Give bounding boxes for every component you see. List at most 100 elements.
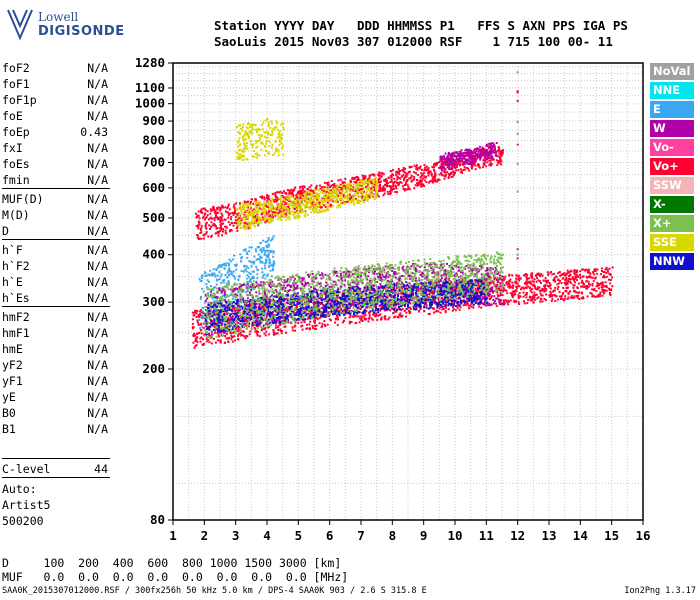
echo-point xyxy=(245,265,248,268)
echo-point xyxy=(244,138,247,140)
echo-point xyxy=(295,204,298,207)
echo-point xyxy=(354,269,357,272)
echo-point xyxy=(267,195,270,198)
echo-point xyxy=(330,196,333,199)
echo-point xyxy=(336,192,339,195)
echo-point xyxy=(498,152,501,155)
echo-point xyxy=(318,195,321,198)
echo-point xyxy=(530,272,533,275)
echo-point xyxy=(202,237,205,240)
echo-point xyxy=(282,126,285,129)
echo-point xyxy=(291,304,294,307)
echo-point xyxy=(317,188,320,191)
echo-point xyxy=(245,324,248,327)
echo-point xyxy=(287,205,290,208)
echo-point xyxy=(267,245,270,248)
echo-point xyxy=(227,280,230,283)
echo-point xyxy=(361,198,364,201)
echo-point xyxy=(386,183,389,186)
echo-point xyxy=(358,321,361,324)
echo-point xyxy=(247,225,250,228)
echo-point xyxy=(350,303,353,306)
echo-point xyxy=(459,168,462,171)
echo-point xyxy=(334,318,337,321)
echo-point xyxy=(248,333,251,336)
echo-point xyxy=(500,288,503,291)
echo-point xyxy=(235,151,238,154)
param-name: B0 xyxy=(2,406,16,420)
echo-point xyxy=(405,315,407,318)
echo-point xyxy=(301,187,304,190)
echo-point xyxy=(272,329,275,332)
echo-point xyxy=(501,279,504,282)
echo-point xyxy=(420,185,423,188)
echo-point xyxy=(276,198,279,201)
echo-point xyxy=(518,279,521,282)
echo-point xyxy=(351,273,354,276)
param-name: foF1 xyxy=(2,77,30,91)
echo-point xyxy=(275,208,278,211)
echo-point xyxy=(346,183,349,186)
echo-point xyxy=(297,321,300,324)
param-value: N/A xyxy=(87,192,108,206)
echo-point xyxy=(511,292,513,295)
echo-point xyxy=(209,309,212,312)
echo-point xyxy=(315,196,318,199)
echo-point xyxy=(216,278,218,281)
echo-point xyxy=(239,293,242,296)
echo-point xyxy=(532,294,535,297)
echo-point xyxy=(395,174,398,177)
echo-point xyxy=(457,296,460,299)
echo-point xyxy=(240,219,243,222)
echo-point xyxy=(423,305,426,307)
echo-point xyxy=(430,288,433,291)
x-tick-label: 10 xyxy=(447,528,462,543)
echo-point xyxy=(216,322,219,325)
echo-point xyxy=(247,206,250,209)
param-name: yF1 xyxy=(2,374,23,388)
echo-point xyxy=(245,201,248,204)
echo-point xyxy=(257,321,260,324)
echo-point xyxy=(566,297,569,300)
echo-point xyxy=(299,215,302,218)
echo-point xyxy=(436,163,438,166)
echo-point xyxy=(236,220,239,223)
echo-point xyxy=(194,309,197,312)
echo-point xyxy=(413,164,416,167)
echo-point xyxy=(234,219,237,222)
echo-point xyxy=(263,196,266,199)
echo-point xyxy=(420,286,423,288)
echo-point xyxy=(404,285,407,288)
echo-point xyxy=(421,177,424,180)
echo-point xyxy=(294,207,296,210)
echo-point xyxy=(444,307,447,309)
echo-point xyxy=(390,307,393,310)
echo-point xyxy=(516,282,519,285)
echo-point xyxy=(292,213,295,216)
echo-point xyxy=(443,177,446,180)
echo-point xyxy=(492,149,495,152)
echo-point xyxy=(361,320,364,322)
echo-point xyxy=(221,214,224,217)
echo-point xyxy=(389,170,392,173)
echo-point xyxy=(369,174,372,177)
echo-point xyxy=(508,273,511,276)
echo-point xyxy=(355,182,358,185)
echo-point xyxy=(506,301,509,304)
echo-point xyxy=(278,197,281,200)
echo-point xyxy=(322,191,325,194)
param-name: yE xyxy=(2,390,16,404)
echo-point xyxy=(361,196,364,199)
param-row: M(D) N/A xyxy=(2,207,110,223)
echo-point xyxy=(433,311,436,314)
echo-point xyxy=(349,313,352,316)
echo-point xyxy=(253,155,256,158)
echo-point xyxy=(424,176,427,179)
echo-point xyxy=(366,187,369,190)
echo-point xyxy=(430,291,433,294)
echo-point xyxy=(243,320,246,323)
x-tick-label: 9 xyxy=(420,528,428,543)
echo-point xyxy=(321,186,324,188)
echo-point xyxy=(439,165,442,168)
echo-point xyxy=(305,200,308,203)
